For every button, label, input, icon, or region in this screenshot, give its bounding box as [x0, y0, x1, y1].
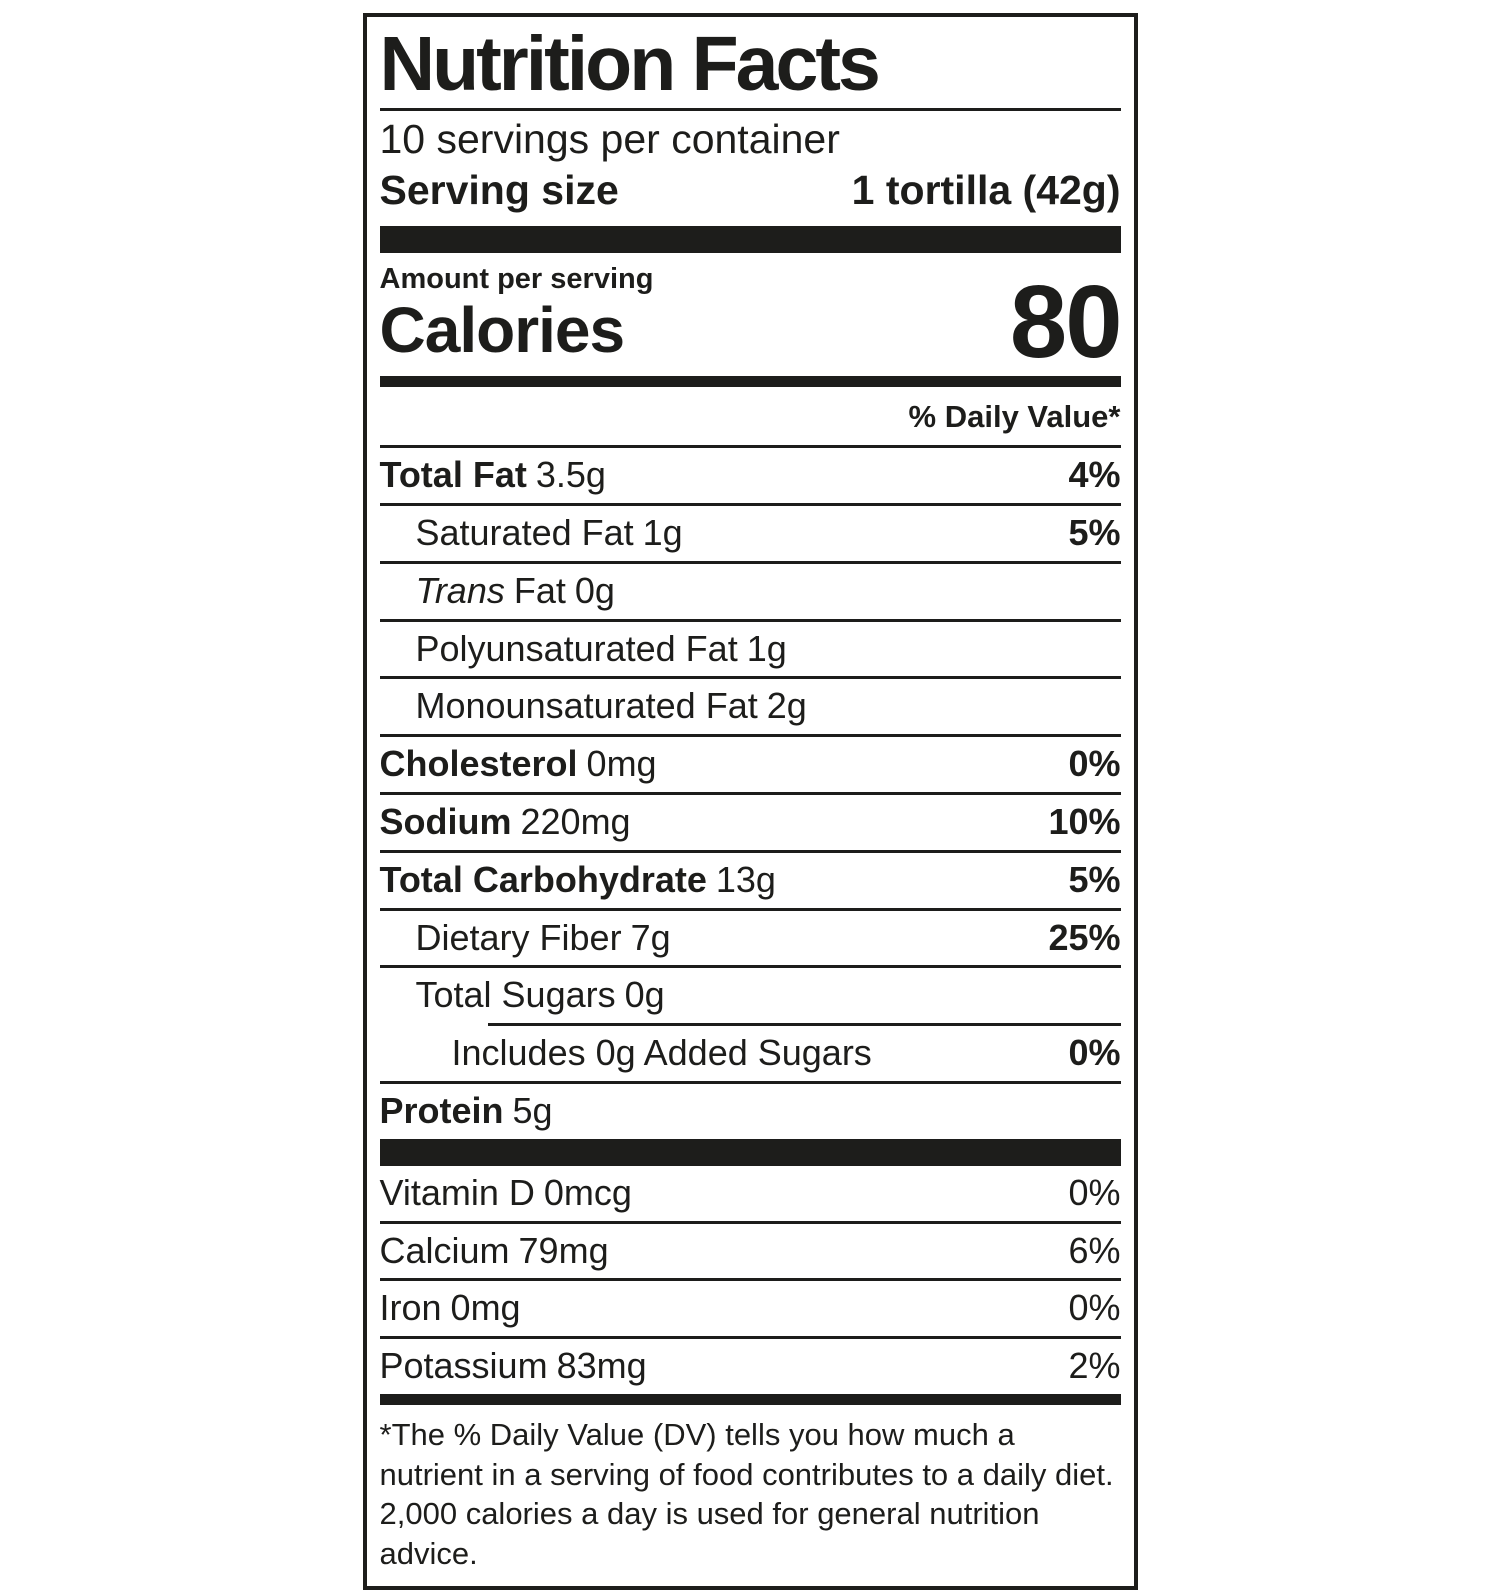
nutrient-rows: Total Fat 3.5g 4% Saturated Fat 1g 5% Tran… — [379, 448, 1121, 1139]
label-title: Nutrition Facts — [379, 22, 1121, 112]
serving-size-row: Serving size 1 tortilla (42g) — [380, 163, 1121, 226]
nutrient-amount: 2g — [766, 685, 807, 727]
nutrient-name: Protein — [379, 1090, 504, 1132]
nutrient-amount: 13g — [715, 858, 776, 900]
separator-bar-medium — [379, 376, 1121, 388]
row-iron: Iron 0mg 0% — [379, 1281, 1121, 1340]
separator-bar-thick — [379, 226, 1121, 254]
nutrient-name: Total Carbohydrate — [379, 858, 707, 900]
nutrient-name-italic: Trans — [415, 569, 505, 611]
micronutrient-rows: Vitamin D 0mcg 0% Calcium 79mg 6% Iron 0mg … — [379, 1166, 1121, 1394]
row-total-carbohydrate: Total Carbohydrate 13g 5% — [379, 853, 1121, 911]
nutrient-name: Saturated Fat — [415, 512, 634, 554]
nutrient-amount: 0mg — [586, 743, 657, 785]
nutrient-name: Vitamin D — [379, 1171, 535, 1213]
row-total-fat: Total Fat 3.5g 4% — [379, 448, 1121, 507]
nutrient-name: Fat — [513, 569, 566, 611]
nutrient-name: Calcium — [379, 1229, 510, 1271]
nutrient-amount: 0mcg — [543, 1171, 632, 1213]
nutrient-name: Total Sugars — [415, 974, 616, 1016]
nutrient-name: Cholesterol — [379, 743, 578, 785]
nutrient-dv: 5% — [1068, 512, 1121, 554]
nutrient-amount: 0g — [624, 974, 665, 1016]
nutrition-facts-label: Nutrition Facts 10 servings per containe… — [362, 13, 1138, 1590]
serving-size-label: Serving size — [379, 167, 619, 214]
separator-bar-medium — [379, 1394, 1121, 1406]
row-saturated-fat: Saturated Fat 1g 5% — [379, 506, 1121, 564]
nutrient-dv: 10% — [1048, 801, 1121, 843]
row-dietary-fiber: Dietary Fiber 7g 25% — [379, 911, 1121, 969]
row-total-sugars: Total Sugars 0g — [380, 968, 1121, 1023]
nutrient-name: Monounsaturated Fat — [415, 685, 758, 727]
row-potassium: Potassium 83mg 2% — [380, 1339, 1121, 1394]
nutrient-amount: 1g — [746, 627, 787, 669]
amount-per-serving-label: Amount per serving — [379, 263, 654, 296]
nutrient-amount: 79mg — [518, 1229, 609, 1271]
nutrient-name: Total Fat — [379, 454, 527, 496]
nutrient-amount: 7g — [630, 916, 671, 958]
nutrient-amount: 1g — [642, 512, 683, 554]
nutrient-dv: 0% — [1068, 1032, 1121, 1074]
row-sodium: Sodium 220mg 10% — [379, 795, 1121, 853]
calories-value: 80 — [1009, 263, 1123, 379]
row-protein: Protein 5g — [380, 1084, 1121, 1139]
servings-per-container: 10 servings per container — [379, 116, 840, 163]
nutrient-name: Includes 0g Added Sugars — [451, 1032, 872, 1074]
nutrient-name: Potassium — [379, 1345, 548, 1387]
nutrient-dv: 4% — [1068, 454, 1121, 496]
calories-left: Amount per serving Calories — [380, 263, 654, 362]
nutrient-amount: 5g — [512, 1090, 553, 1132]
row-vitamin-d: Vitamin D 0mcg 0% — [379, 1166, 1121, 1224]
nutrient-dv: 6% — [1068, 1229, 1121, 1271]
row-polyunsaturated-fat: Polyunsaturated Fat 1g — [379, 622, 1121, 680]
separator-bar-thick — [379, 1138, 1121, 1166]
nutrient-amount: 220mg — [520, 801, 631, 843]
daily-value-footnote: *The % Daily Value (DV) tells you how mu… — [379, 1417, 1114, 1572]
nutrient-dv: 2% — [1068, 1345, 1121, 1387]
calories-section: Amount per serving Calories 80 — [380, 253, 1123, 379]
row-cholesterol: Cholesterol 0mg 0% — [379, 737, 1121, 796]
calories-label: Calories — [379, 294, 626, 367]
nutrient-name: Sodium — [379, 801, 512, 843]
nutrient-dv: 25% — [1048, 916, 1121, 958]
row-added-sugars: Includes 0g Added Sugars 0% — [379, 1026, 1121, 1085]
nutrient-dv: 0% — [1068, 743, 1121, 785]
serving-size-value: 1 tortilla (42g) — [851, 167, 1121, 214]
nutrient-dv: 0% — [1068, 1171, 1121, 1213]
nutrient-dv: 5% — [1068, 858, 1121, 900]
row-calcium: Calcium 79mg 6% — [379, 1224, 1121, 1282]
row-monounsaturated-fat: Monounsaturated Fat 2g — [379, 679, 1121, 738]
nutrient-name: Iron — [379, 1287, 442, 1329]
nutrient-dv: 0% — [1068, 1287, 1121, 1329]
nutrient-name: Polyunsaturated Fat — [415, 627, 738, 669]
nutrient-amount: 83mg — [556, 1345, 647, 1387]
daily-value-header: % Daily Value* — [379, 387, 1121, 449]
indented-divider — [487, 1023, 1121, 1027]
nutrient-amount: 0mg — [450, 1287, 521, 1329]
nutrient-amount: 0g — [574, 569, 615, 611]
row-trans-fat: Trans Fat 0g — [379, 564, 1121, 622]
nutrient-amount: 3.5g — [535, 454, 606, 496]
nutrient-name: Dietary Fiber — [415, 916, 622, 958]
